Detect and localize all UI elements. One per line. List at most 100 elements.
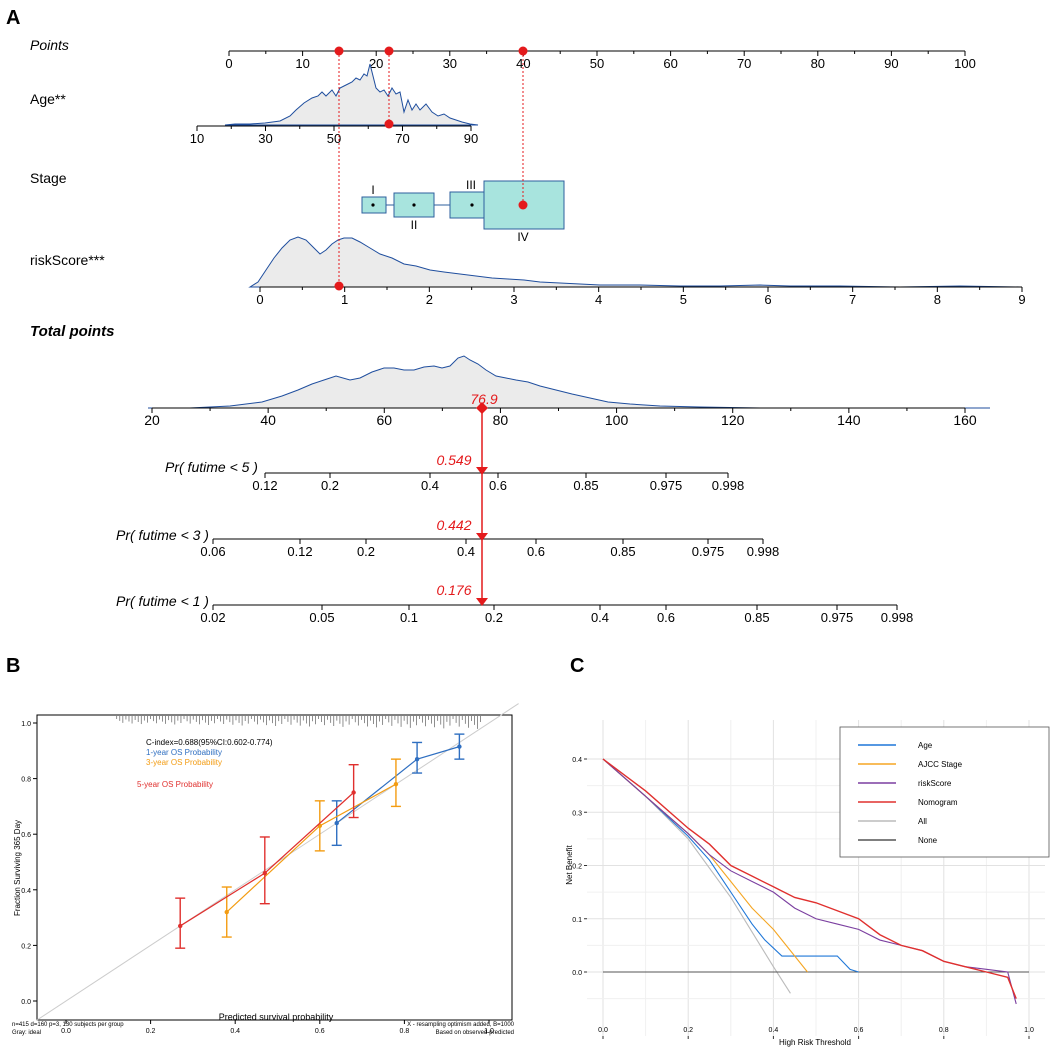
dca-legend: Age AJCC Stage riskScore Nomogram All None bbox=[839, 726, 1050, 858]
dca-legend-label: AJCC Stage bbox=[918, 760, 963, 769]
calibration-xtick-label: 0.4 bbox=[230, 1028, 240, 1035]
riskscore-label: riskScore*** bbox=[30, 252, 105, 268]
stage-label-ii: II bbox=[411, 218, 418, 232]
calibration-rug bbox=[116, 716, 481, 729]
dca-ytick-label: 0.2 bbox=[572, 864, 582, 871]
dca-ytick-label: 0.3 bbox=[572, 810, 582, 817]
points-tick-label: 50 bbox=[590, 56, 604, 71]
stage-boxes: I II III IV bbox=[361, 178, 565, 244]
pr3-axis: 0.06 0.12 0.2 0.4 0.6 0.85 0.975 0.998 bbox=[200, 538, 780, 559]
calibration-ytick-label: 0.8 bbox=[21, 777, 31, 784]
calibration-xtick-label: 0.0 bbox=[61, 1028, 71, 1035]
stage-label-iv: IV bbox=[517, 230, 528, 244]
calibration-cindex: C-index=0.688(95%CI:0.602-0.774) bbox=[146, 738, 273, 747]
dca-xtick-label: 0.8 bbox=[939, 1027, 949, 1034]
pr3-tick-label: 0.2 bbox=[357, 544, 375, 559]
points-tick-label: 10 bbox=[295, 56, 309, 71]
pr1-tick-label: 0.85 bbox=[744, 610, 769, 625]
calibration-panel: B 0.0 0.2 0.4 0.6 0.8 1.0 0.0 0.2 0.4 0.6 0.8 1.0 C… bbox=[6, 655, 519, 1036]
dca-legend-label: Nomogram bbox=[918, 798, 958, 807]
total-tick-label: 160 bbox=[953, 412, 977, 428]
calibration-xlabel: Predicted survival probability bbox=[219, 1012, 334, 1022]
points-axis: 0 10 20 30 40 50 60 70 80 90 100 bbox=[225, 50, 976, 71]
dca-panel: C 0.0 0.2 0.4 0.6 0.8 1.0 0.0 0.1 0.2 0.3 0.4 Net … bbox=[565, 655, 1050, 1047]
total-density bbox=[148, 355, 990, 409]
calibration-legend-3y: 3-year OS Probability bbox=[146, 758, 222, 767]
age-tick-label: 10 bbox=[190, 131, 204, 146]
dca-legend-label: None bbox=[918, 836, 938, 845]
calibration-point bbox=[393, 781, 399, 787]
pr3-label: Pr( futime < 3 ) bbox=[116, 527, 209, 543]
pr1-tick-label: 0.2 bbox=[485, 610, 503, 625]
riskscore-axis: 0 1 2 3 4 5 6 7 8 9 bbox=[256, 286, 1026, 307]
stage-label-i: I bbox=[371, 183, 374, 197]
calibration-point bbox=[457, 744, 462, 749]
calibration-footnote-left-1: n=415 d=160 p=3, 130 subjects per group bbox=[12, 1022, 124, 1028]
dca-legend-label: All bbox=[918, 817, 927, 826]
pr1-tick-label: 0.6 bbox=[657, 610, 675, 625]
calibration-point bbox=[414, 756, 420, 762]
calibration-point bbox=[262, 870, 268, 876]
pr1-label: Pr( futime < 1 ) bbox=[116, 593, 209, 609]
calibration-footnote-left-2: Gray: ideal bbox=[12, 1030, 41, 1036]
pr5-tick-label: 0.975 bbox=[650, 478, 683, 493]
marker-risk bbox=[334, 281, 344, 291]
dca-plot bbox=[602, 758, 1029, 1005]
pr1-tick-label: 0.1 bbox=[400, 610, 418, 625]
pr1-axis: 0.02 0.05 0.1 0.2 0.4 0.6 0.85 0.975 0.998 bbox=[200, 604, 913, 625]
dca-xlabel: High Risk Threshold bbox=[779, 1038, 851, 1047]
total-tick-label: 100 bbox=[605, 412, 629, 428]
pr3-value: 0.442 bbox=[436, 517, 471, 533]
points-tick-label: 20 bbox=[369, 56, 383, 71]
pr5-tick-label: 0.2 bbox=[321, 478, 339, 493]
calibration-point bbox=[351, 790, 356, 795]
marker-stage bbox=[518, 200, 528, 210]
dca-xtick-label: 1.0 bbox=[1024, 1027, 1034, 1034]
age-tick-label: 70 bbox=[395, 131, 409, 146]
pr5-tick-label: 0.12 bbox=[252, 478, 277, 493]
patient-markers: 76.9 0.549 0.442 0.176 bbox=[334, 46, 528, 606]
calibration-axes: 0.0 0.2 0.4 0.6 0.8 1.0 0.0 0.2 0.4 0.6 0.8 1.0 bbox=[21, 721, 494, 1035]
calibration-series-line bbox=[226, 783, 397, 913]
points-tick-label: 0 bbox=[225, 56, 232, 71]
nomogram-panel: A Points 0 10 20 30 40 50 60 70 80 90 100 Age** 10… bbox=[6, 7, 1026, 625]
marker-points-risk bbox=[384, 46, 394, 56]
dca-ytick-label: 0.1 bbox=[572, 917, 582, 924]
total-points-axis: 20 40 60 80 100 120 140 160 bbox=[144, 407, 977, 428]
panel-label-b: B bbox=[6, 655, 20, 677]
marker-points-stage bbox=[518, 46, 528, 56]
calibration-point bbox=[334, 820, 339, 826]
pr1-tick-label: 0.975 bbox=[821, 610, 854, 625]
stage-dot-i bbox=[371, 203, 375, 207]
pr5-axis: 0.12 0.2 0.4 0.6 0.85 0.975 0.998 bbox=[252, 472, 745, 493]
pr3-tick-label: 0.4 bbox=[457, 544, 475, 559]
points-tick-label: 100 bbox=[954, 56, 976, 71]
calibration-frame bbox=[36, 714, 513, 1021]
calibration-ylabel: Fraction Surviving 365 Day bbox=[13, 820, 22, 916]
pr5-label: Pr( futime < 5 ) bbox=[165, 459, 258, 475]
marker-age bbox=[384, 119, 394, 129]
dca-ylabel: Net Benefit bbox=[565, 844, 574, 884]
riskscore-tick-label: 1 bbox=[341, 292, 348, 307]
pr3-tick-label: 0.12 bbox=[287, 544, 312, 559]
pr1-tick-label: 0.4 bbox=[591, 610, 609, 625]
total-points-label: Total points bbox=[30, 323, 114, 340]
calibration-footnote-right-2: Based on observed-predicted bbox=[436, 1030, 514, 1036]
dca-legend-label: riskScore bbox=[918, 779, 952, 788]
riskscore-tick-label: 8 bbox=[934, 292, 941, 307]
stage-label-iii: III bbox=[466, 178, 476, 192]
riskscore-density bbox=[248, 236, 1021, 288]
marker-pr1 bbox=[476, 598, 488, 606]
calibration-point bbox=[224, 909, 229, 915]
pr1-value: 0.176 bbox=[436, 582, 471, 598]
age-density bbox=[224, 63, 479, 126]
dca-ytick-label: 0.0 bbox=[572, 970, 582, 977]
dca-axes: 0.0 0.2 0.4 0.6 0.8 1.0 0.0 0.1 0.2 0.3 0.4 bbox=[572, 757, 1034, 1039]
calibration-series-line bbox=[179, 792, 355, 927]
calibration-legend-5y: 5-year OS Probability bbox=[137, 780, 213, 789]
pr5-tick-label: 0.998 bbox=[712, 478, 745, 493]
pr3-tick-label: 0.998 bbox=[747, 544, 780, 559]
riskscore-tick-label: 4 bbox=[595, 292, 602, 307]
pr5-value: 0.549 bbox=[436, 452, 471, 468]
